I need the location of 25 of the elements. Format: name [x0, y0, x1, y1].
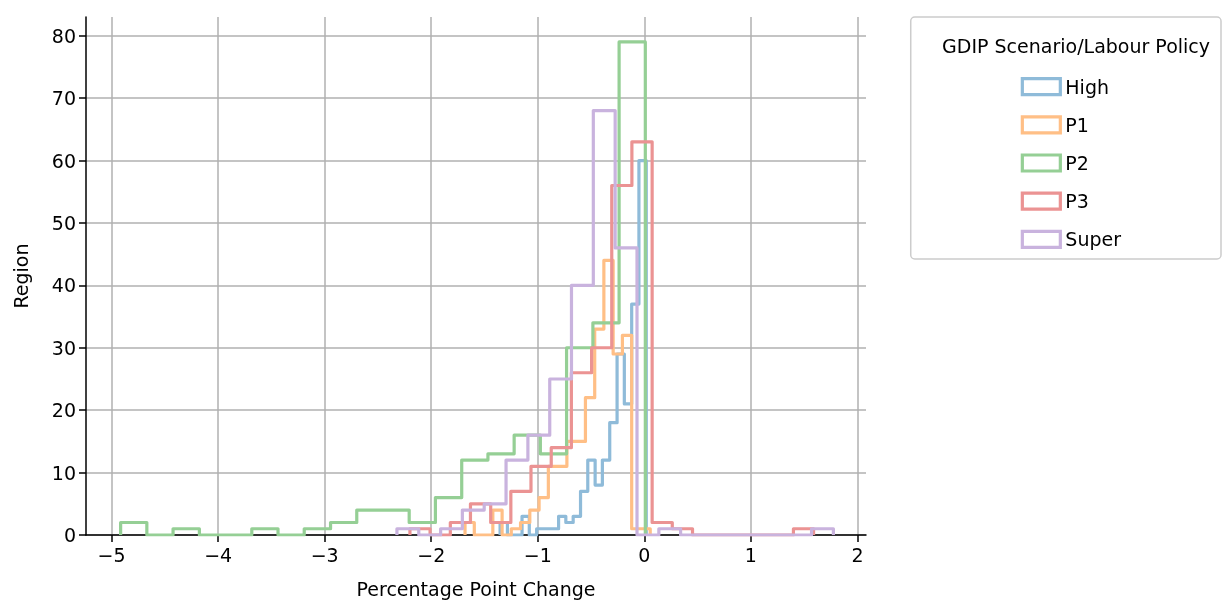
- y-tick-label: 70: [51, 87, 76, 110]
- x-axis-title: Percentage Point Change: [356, 577, 596, 600]
- x-tick-label: −4: [204, 543, 233, 566]
- x-tick-label: −1: [523, 543, 552, 566]
- y-axis-title: Region: [9, 243, 32, 309]
- x-tick-label: −2: [417, 543, 446, 566]
- y-tick-label: 60: [51, 149, 76, 172]
- x-tick-label: −3: [310, 543, 339, 566]
- x-tick-label: 2: [851, 543, 864, 566]
- legend-label: Super: [1065, 228, 1122, 251]
- y-tick-label: 10: [51, 461, 76, 484]
- legend-label: High: [1065, 75, 1110, 98]
- x-tick-label: 0: [638, 543, 651, 566]
- x-tick-label: 1: [744, 543, 757, 566]
- x-tick-label: −5: [97, 543, 126, 566]
- y-tick-label: 40: [51, 274, 76, 297]
- y-tick-label: 50: [51, 211, 76, 234]
- legend-label: P3: [1065, 190, 1089, 213]
- y-tick-label: 80: [51, 24, 76, 47]
- legend-title: GDIP Scenario/Labour Policy: [942, 34, 1211, 57]
- y-tick-label: 0: [63, 524, 76, 546]
- y-tick-label: 20: [51, 399, 76, 422]
- legend-label: P2: [1065, 152, 1089, 174]
- legend-label: P1: [1065, 113, 1089, 136]
- y-tick-label: 30: [51, 336, 76, 359]
